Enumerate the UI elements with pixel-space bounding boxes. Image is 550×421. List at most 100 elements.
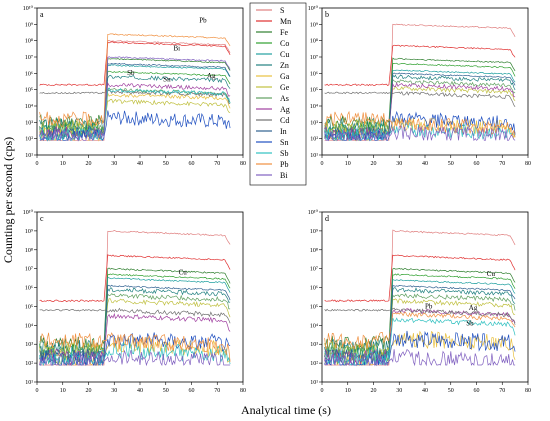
series-line-Pb: [39, 33, 231, 127]
x-axis-label: Analytical time (s): [241, 403, 331, 417]
series-line-Bi: [39, 349, 231, 367]
x-tick-label: 70: [499, 161, 505, 167]
legend-label-S: S: [280, 6, 284, 15]
series-line-Sb: [39, 342, 231, 367]
x-tick-label: 0: [36, 388, 39, 394]
x-tick-label: 50: [448, 161, 454, 167]
panel-d: 0 10 20 30 40 50 60 70 80 10¹ 10² 10³ 10⁴ 10⁵ 10⁶ 10⁷ 10…: [308, 209, 531, 394]
y-tick-label: 10⁶: [310, 286, 318, 292]
series-line-Cd: [324, 91, 516, 108]
y-tick-label: 10⁴: [310, 104, 318, 110]
x-tick-label: 80: [525, 388, 531, 394]
x-tick-label: 70: [214, 161, 220, 167]
series-line-Cu: [39, 276, 231, 363]
x-tick-label: 60: [474, 388, 480, 394]
x-tick-label: 20: [86, 161, 92, 167]
series-line-Mn: [39, 254, 231, 303]
y-tick-label: 10⁶: [25, 71, 33, 77]
y-tick-label: 10¹: [310, 153, 318, 159]
y-tick-label: 10⁵: [310, 88, 318, 94]
y-tick-label: 10¹: [310, 380, 318, 386]
y-tick-label: 10¹⁰: [308, 5, 319, 12]
y-tick-label: 10⁷: [310, 55, 318, 61]
series-line-Zn: [324, 73, 516, 134]
annotation-Sb: Sb: [127, 69, 135, 77]
legend: S Mn Fe Co Cu Zn Ga Ge As Ag Cd In Sn Sb Pb Bi: [249, 2, 307, 186]
x-tick-label: 80: [240, 388, 246, 394]
series-line-Pb: [39, 332, 231, 362]
series-line-Sb: [324, 121, 516, 142]
y-tick-label: 10³: [310, 342, 318, 348]
y-tick-label: 10²: [310, 361, 318, 367]
panel-c: 0 10 20 30 40 50 60 70 80 10¹ 10² 10³ 10⁴ 10⁵ 10⁶ 10⁷ 10…: [23, 209, 246, 394]
legend-label-Sn: Sn: [280, 138, 288, 147]
series-line-Mn: [324, 44, 516, 87]
x-tick-label: 40: [422, 388, 428, 394]
y-tick-label: 10⁷: [310, 267, 318, 273]
legend-label-Sb: Sb: [280, 149, 288, 158]
x-tick-label: 20: [371, 161, 377, 167]
series-line-Sn: [39, 110, 231, 142]
series-line-Ge: [324, 85, 516, 136]
x-tick-label: 30: [396, 388, 402, 394]
y-tick-label: 10¹⁰: [308, 209, 319, 216]
x-tick-label: 10: [60, 161, 66, 167]
panels-group: 0 10 20 30 40 50 60 70 80 10¹ 10² 10³ 10⁴ 10⁵ 10⁶ 10⁷ 10…: [23, 5, 531, 394]
legend-label-Cu: Cu: [280, 50, 289, 59]
y-tick-label: 10²: [25, 361, 33, 367]
series-line-Ge: [39, 98, 231, 136]
y-tick-label: 10⁹: [25, 22, 33, 28]
x-tick-label: 30: [111, 388, 117, 394]
series-line-Pb: [324, 312, 516, 351]
x-tick-label: 20: [86, 388, 92, 394]
x-tick-label: 10: [60, 388, 66, 394]
x-tick-label: 60: [189, 161, 195, 167]
x-tick-label: 0: [321, 388, 324, 394]
series-line-Cd: [39, 307, 231, 324]
series-line-Bi: [39, 56, 231, 142]
series-line-Zn: [39, 287, 231, 357]
legend-label-Ag: Ag: [280, 105, 290, 114]
y-tick-label: 10⁴: [25, 104, 33, 110]
legend-label-Bi: Bi: [280, 171, 288, 180]
y-tick-label: 10⁹: [25, 229, 33, 235]
y-tick-label: 10²: [25, 137, 33, 143]
panel-letter: a: [40, 10, 44, 19]
series-line-Sb: [324, 317, 516, 366]
y-tick-label: 10³: [310, 120, 318, 126]
legend-label-Cd: Cd: [280, 116, 289, 125]
x-tick-label: 30: [111, 161, 117, 167]
annotation-Cu: Cu: [179, 268, 188, 276]
series-line-Cd: [324, 307, 516, 325]
panel-letter: c: [40, 214, 44, 223]
annotation-Cu: Cu: [487, 270, 496, 278]
x-tick-label: 40: [422, 161, 428, 167]
x-tick-label: 60: [474, 161, 480, 167]
series-line-Bi: [324, 349, 516, 367]
y-axis-label: Counting per second (cps): [1, 137, 15, 263]
x-tick-label: 20: [371, 388, 377, 394]
y-tick-label: 10⁵: [25, 88, 33, 94]
x-tick-label: 40: [137, 161, 143, 167]
annotation-Ag: Ag: [469, 304, 478, 312]
x-tick-label: 30: [396, 161, 402, 167]
series-line-In: [324, 285, 516, 366]
x-tick-label: 0: [36, 161, 39, 167]
series-line-Sb: [39, 87, 231, 142]
y-tick-label: 10⁸: [310, 39, 318, 45]
y-tick-label: 10⁸: [25, 39, 33, 45]
x-tick-label: 70: [214, 388, 220, 394]
panel-b: 0 10 20 30 40 50 60 70 80 10¹ 10² 10³ 10⁴ 10⁵ 10⁶ 10⁷ 10…: [308, 5, 531, 167]
series-line-In: [39, 284, 231, 366]
y-tick-label: 10⁵: [25, 304, 33, 310]
x-tick-label: 10: [345, 161, 351, 167]
x-tick-label: 50: [163, 388, 169, 394]
annotation-Pb: Pb: [425, 302, 433, 310]
y-tick-label: 10⁶: [25, 286, 33, 292]
legend-label-In: In: [280, 127, 287, 136]
legend-label-Fe: Fe: [280, 28, 288, 37]
series-line-Cd: [39, 89, 231, 105]
series-line-Mn: [324, 254, 516, 303]
x-tick-label: 60: [189, 388, 195, 394]
x-tick-label: 40: [137, 388, 143, 394]
